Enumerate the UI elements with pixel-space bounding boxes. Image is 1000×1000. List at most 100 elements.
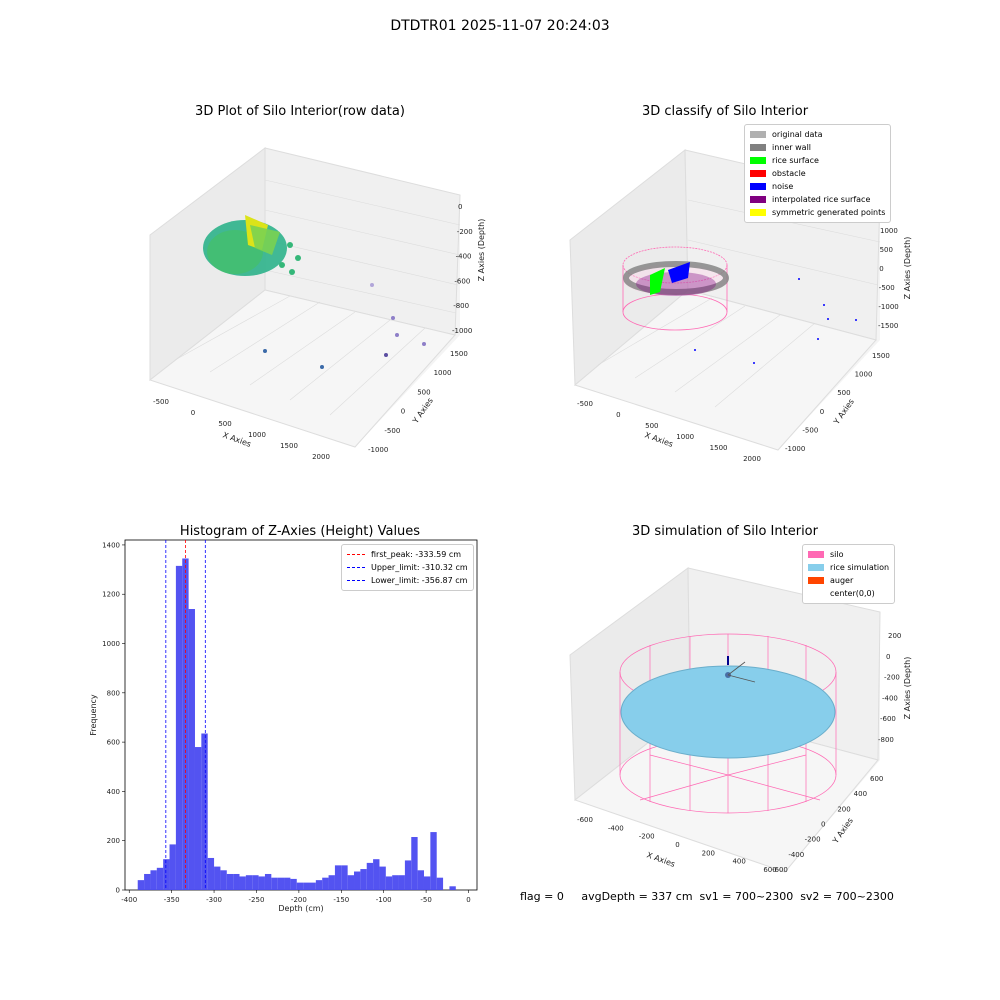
histogram-legend-entry: first_peak: -333.59 cm	[347, 548, 468, 561]
histogram-ytick-label: 1000	[102, 640, 120, 648]
histogram-bar	[334, 865, 342, 890]
histogram-bar	[436, 877, 444, 890]
legend-line-swatch	[347, 580, 365, 581]
legend-entry: noise	[750, 180, 885, 193]
histogram-xlabel: Depth (cm)	[278, 904, 323, 913]
histogram-bar	[284, 877, 291, 890]
legend-entry: center(0,0)	[808, 587, 889, 600]
histogram-bar	[296, 882, 304, 890]
legend-label: original data	[772, 130, 823, 139]
status-line: flag = 0 avgDepth = 337 cm sv1 = 700~230…	[520, 890, 894, 903]
classify-legend: original data inner wall rice surface obsta…	[744, 124, 892, 223]
legend-line-swatch	[347, 567, 365, 568]
histogram-legend: first_peak: -333.59 cm Upper_limit: -310.…	[341, 544, 474, 591]
histogram-bar	[182, 558, 189, 890]
histogram-ytick-label: 400	[107, 788, 120, 796]
histogram-bar	[144, 873, 151, 890]
histogram-bar	[341, 865, 348, 890]
legend-entry: silo	[808, 548, 889, 561]
histogram-xtick-label: -350	[164, 896, 180, 904]
histogram-ytick-label: 0	[116, 887, 120, 895]
histogram-bar	[366, 862, 374, 890]
legend-entry: symmetric generated points	[750, 206, 885, 219]
histogram-bar	[398, 875, 405, 890]
legend-entry: rice simulation	[808, 561, 889, 574]
legend-label: rice simulation	[830, 563, 890, 572]
histogram-bar	[137, 880, 145, 890]
figure-title: DTDTR01 2025-11-07 20:24:03	[390, 18, 610, 34]
histogram-xtick-label: -250	[249, 896, 265, 904]
histogram-bar	[271, 877, 278, 890]
histogram-xtick-label: -300	[206, 896, 222, 904]
legend-swatch	[750, 183, 766, 190]
histogram-legend-entry: Upper_limit: -310.32 cm	[347, 561, 468, 574]
histogram-reference-lines	[165, 540, 206, 890]
histogram-bar	[233, 873, 240, 890]
legend-swatch	[750, 196, 766, 203]
histogram-bar	[309, 882, 316, 890]
legend-label: inner wall	[772, 143, 812, 152]
legend-label: symmetric generated points	[772, 208, 886, 217]
histogram-bar	[188, 609, 195, 890]
legend-label: obstacle	[772, 169, 806, 178]
histogram-bar	[385, 876, 393, 890]
histogram-bar	[449, 886, 456, 890]
legend-entry: interpolated rice surface	[750, 193, 885, 206]
histogram-bar	[360, 869, 367, 890]
histogram-bar	[277, 877, 285, 890]
legend-swatch	[750, 209, 766, 216]
histogram-bar	[169, 844, 176, 890]
histogram-bar	[264, 873, 272, 890]
histogram-title: Histogram of Z-Axies (Height) Values	[179, 524, 421, 539]
histogram-ytick-label: 800	[107, 689, 120, 697]
histogram-bar	[373, 859, 380, 890]
histogram-bar	[252, 875, 259, 890]
legend-label: interpolated rice surface	[772, 195, 871, 204]
legend-label: Lower_limit: -356.87 cm	[371, 576, 468, 585]
legend-swatch	[750, 144, 766, 151]
histogram-bar	[417, 870, 424, 890]
histogram-xtick-label: -50	[420, 896, 431, 904]
legend-entry: rice surface	[750, 154, 885, 167]
legend-label: noise	[772, 182, 794, 191]
histogram-bar	[163, 859, 170, 890]
histogram-bar	[226, 873, 234, 890]
histogram-xtick-label: 0	[466, 896, 470, 904]
legend-entry: auger	[808, 574, 889, 587]
histogram-bar	[201, 733, 208, 890]
legend-entry: original data	[750, 128, 885, 141]
histogram-xtick-label: -200	[291, 896, 307, 904]
histogram-bar	[303, 882, 310, 890]
legend-label: silo	[830, 550, 844, 559]
legend-swatch	[808, 577, 824, 584]
histogram-bars	[137, 558, 456, 890]
histogram-bar	[347, 875, 355, 890]
histogram-bar	[207, 857, 215, 890]
histogram-bar	[290, 878, 297, 890]
histogram-bar	[258, 876, 265, 890]
legend-swatch	[750, 170, 766, 177]
histogram-ylabel: Frequency	[89, 694, 98, 736]
legend-swatch	[808, 551, 824, 558]
legend-entry: inner wall	[750, 141, 885, 154]
histogram-bar	[404, 860, 412, 890]
histogram-bar	[194, 747, 202, 890]
legend-label: auger	[830, 576, 854, 585]
histogram-axes: -400 -350 -300 -250 -200 -150 -100 -50 0 0 200 400 6…	[102, 541, 471, 904]
histogram-bar	[245, 875, 253, 890]
histogram-bar	[423, 876, 431, 890]
histogram-ytick-label: 600	[107, 739, 120, 747]
histogram-bar	[379, 866, 386, 890]
histogram-bar	[239, 876, 246, 890]
histogram-legend-entry: Lower_limit: -356.87 cm	[347, 574, 468, 587]
histogram-bar	[328, 875, 335, 890]
histogram-ytick-label: 1200	[102, 591, 120, 599]
legend-label: center(0,0)	[830, 589, 875, 598]
histogram-bar	[322, 877, 329, 890]
histogram-bar	[220, 870, 227, 890]
histogram-bar	[315, 880, 323, 890]
histogram-xtick-label: -400	[121, 896, 137, 904]
histogram-bar	[411, 837, 418, 890]
legend-entry: obstacle	[750, 167, 885, 180]
